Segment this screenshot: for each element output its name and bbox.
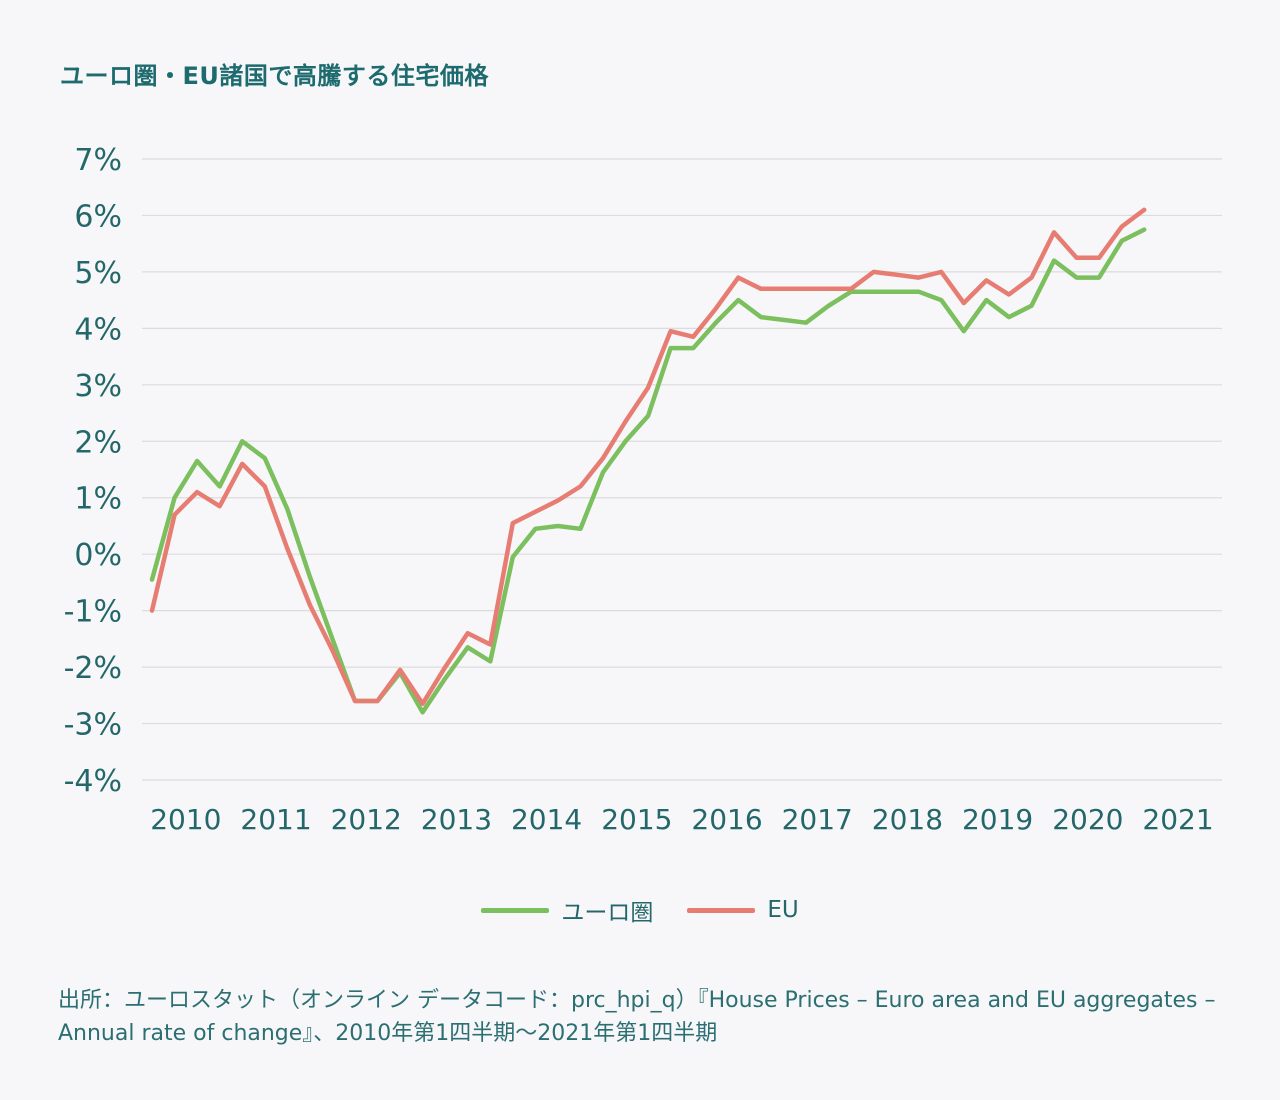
x-axis-tick-labels: 2010 2011 2012 2013 2014 2015 2016 2017 2018 2019…	[150, 803, 1213, 836]
y-tick-label: -1%	[64, 595, 122, 630]
legend-label-euro-area: ユーロ圏	[561, 900, 654, 926]
chart-title: ユーロ圏・EU諸国で高騰する住宅価格	[60, 62, 489, 90]
y-axis-tick-labels: 7% 6% 5% 4% 3% 2% 1% 0% -1% -2% -3% -4%	[64, 143, 122, 799]
y-tick-label: -3%	[64, 708, 122, 743]
legend: ユーロ圏 EU	[0, 893, 1280, 927]
y-tick-label: 3%	[74, 369, 122, 404]
y-tick-label: 5%	[74, 256, 122, 291]
legend-item-eu: EU	[687, 897, 799, 923]
series-lines	[149, 207, 1147, 715]
x-tick-label: 2019	[962, 803, 1033, 836]
legend-swatch-eu	[687, 907, 756, 913]
line-chart: 7%6%5%4%3%2%1%0%-1%-2%-3%-4% 2010 2011 201…	[64, 143, 1222, 836]
series-line-eu	[149, 207, 1147, 707]
x-tick-label: 2018	[872, 803, 943, 836]
legend-label-eu: EU	[767, 897, 799, 923]
gridlines	[142, 158, 1222, 781]
y-tick-label: 4%	[74, 312, 122, 347]
series-line-euro-area	[149, 227, 1147, 715]
y-tick-label: 7%	[74, 143, 122, 178]
x-tick-label: 2021	[1142, 803, 1213, 836]
x-tick-label: 2010	[150, 803, 221, 836]
y-tick-label: -2%	[64, 651, 122, 686]
x-tick-label: 2011	[240, 803, 311, 836]
x-tick-label: 2015	[601, 803, 672, 836]
source-note: 出所：ユーロスタット（オンライン データコード：prc_hpi_q）『House…	[58, 988, 1216, 1046]
x-tick-label: 2016	[691, 803, 762, 836]
x-tick-label: 2014	[511, 803, 582, 836]
y-tick-label: 1%	[74, 482, 122, 517]
x-tick-label: 2020	[1052, 803, 1123, 836]
legend-swatch-euro-area	[481, 907, 550, 913]
x-tick-label: 2013	[421, 803, 492, 836]
legend-item-euro-area: ユーロ圏	[481, 893, 653, 927]
x-tick-label: 2012	[331, 803, 402, 836]
y-tick-label: 6%	[74, 199, 122, 234]
x-tick-label: 2017	[782, 803, 853, 836]
y-tick-label: 2%	[74, 425, 122, 460]
y-tick-label: 0%	[74, 538, 122, 573]
y-tick-label: -4%	[64, 764, 122, 799]
